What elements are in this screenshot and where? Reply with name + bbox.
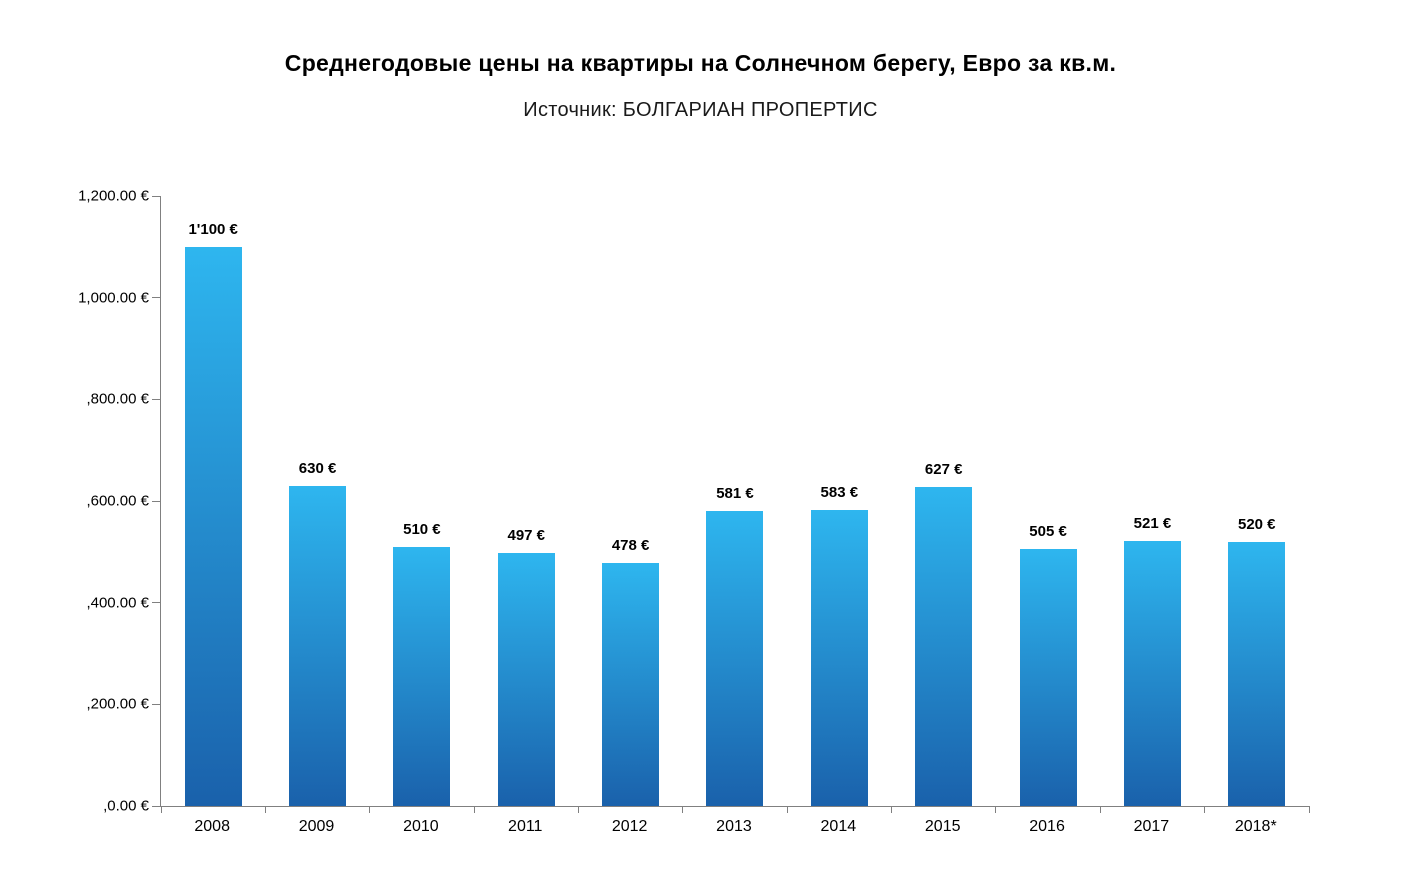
- x-axis-label: 2010: [403, 818, 439, 835]
- y-axis-label: 1,200.00 €: [78, 187, 149, 205]
- y-axis-label: ,800.00 €: [86, 390, 149, 408]
- x-axis-tick: [1308, 806, 1310, 813]
- y-axis-label: ,200.00 €: [86, 695, 149, 713]
- y-axis-tick: [152, 602, 160, 604]
- x-axis-tick: [786, 806, 788, 813]
- bar-slot: 497 €: [474, 196, 578, 806]
- bar-2015: 627 €: [915, 461, 973, 806]
- bar-slot: 505 €: [996, 196, 1100, 806]
- bar-value-label: 627 €: [924, 461, 963, 479]
- y-axis-tick: [152, 195, 160, 197]
- x-axis-label: 2017: [1133, 818, 1170, 835]
- bar-slot: 1'100 €: [161, 196, 265, 806]
- bar-value-label: 521 €: [1133, 515, 1172, 533]
- bar-2012: 478 €: [602, 537, 660, 806]
- x-axis-tick: [1099, 806, 1101, 813]
- x-axis: 2008 2009 2010 2011 2012 2013 2014 2015 2016 2017…: [160, 818, 1308, 836]
- x-axis-label: 2016: [1029, 818, 1065, 835]
- bar-2017: 521 €: [1123, 515, 1181, 806]
- bar-value-label: 630 €: [298, 459, 337, 477]
- x-axis-tick: [891, 806, 893, 813]
- bar-value-label: 497 €: [507, 527, 546, 545]
- bar-value-label: 520 €: [1237, 515, 1276, 533]
- x-axis-label: 2013: [716, 818, 752, 835]
- x-axis-label: 2009: [298, 818, 335, 835]
- x-axis-tick: [682, 806, 684, 813]
- plot-area: 1'100 € 630 € 510 € 497 € 478 € 581 € 583 € 627…: [152, 195, 1310, 813]
- x-axis-label: 2018*: [1234, 818, 1277, 835]
- y-axis-tick: [152, 703, 160, 705]
- y-axis-tick: [152, 398, 160, 400]
- bar-2013: 581 €: [706, 485, 764, 806]
- bar-value-label: 505 €: [1029, 523, 1067, 541]
- chart-title: Среднегодовые цены на квартиры на Солнеч…: [284, 50, 1117, 76]
- y-axis-tick: [152, 500, 160, 502]
- x-axis-tick: [160, 806, 162, 813]
- x-axis-label: 2012: [611, 818, 648, 835]
- bar-value-label: 478 €: [611, 537, 650, 555]
- bar-slot: 581 €: [683, 196, 787, 806]
- x-axis-tick: [995, 806, 997, 813]
- x-axis-tick: [1204, 806, 1206, 813]
- bar-value-label: 1'100 €: [188, 220, 238, 238]
- bar-slot: 520 €: [1205, 196, 1309, 806]
- bar-2018*: 520 €: [1228, 516, 1286, 806]
- bar-2011: 497 €: [497, 527, 555, 806]
- chart-subtitle: Источник: БОЛГАРИАН ПРОПЕРТИС: [523, 99, 878, 121]
- x-axis-label: 2015: [924, 818, 961, 835]
- y-axis-label: 1,000.00 €: [78, 289, 149, 307]
- y-axis-label: ,0.00 €: [103, 797, 149, 815]
- bar-slot: 478 €: [578, 196, 682, 806]
- x-axis-label: 2014: [820, 818, 857, 835]
- bar-2014: 583 €: [810, 484, 868, 806]
- bar-2016: 505 €: [1019, 523, 1077, 806]
- x-axis-label: 2008: [194, 818, 230, 835]
- bar-value-label: 581 €: [716, 484, 754, 502]
- y-axis-tick: [152, 297, 160, 299]
- bar-2010: 510 €: [393, 521, 451, 806]
- bar-value-label: 583 €: [820, 483, 859, 501]
- bar-slot: 630 €: [265, 196, 369, 806]
- bar-slot: 521 €: [1100, 196, 1204, 806]
- x-axis-tick: [473, 806, 475, 813]
- bar-2008: 1'100 €: [184, 221, 242, 806]
- y-axis-tick: [152, 805, 160, 807]
- x-axis-tick: [577, 806, 579, 813]
- bar-value-label: 510 €: [403, 520, 441, 538]
- x-axis-label: 2011: [508, 818, 543, 835]
- y-axis: 1,200.00 € 1,000.00 € ,800.00 € ,600.00 € ,4…: [0, 188, 149, 815]
- x-axis-tick: [369, 806, 371, 813]
- bar-slot: 583 €: [787, 196, 891, 806]
- bar-slot: 627 €: [892, 196, 996, 806]
- bar-2009: 630 €: [289, 460, 347, 806]
- y-axis-label: ,600.00 €: [86, 492, 149, 510]
- y-axis-label: ,400.00 €: [86, 594, 149, 612]
- x-axis-tick: [264, 806, 266, 813]
- bar-slot: 510 €: [370, 196, 474, 806]
